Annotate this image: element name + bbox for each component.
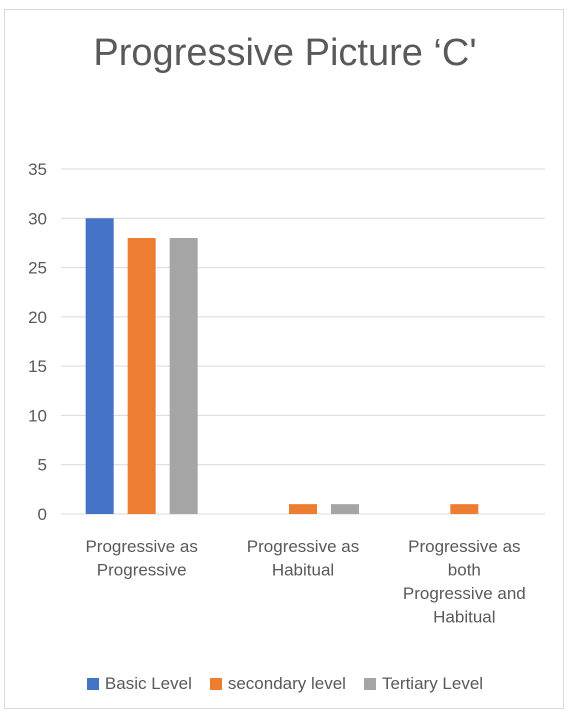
bar — [85, 218, 114, 515]
y-tick-label: 30 — [28, 209, 47, 228]
chart-legend: Basic Level secondary level Tertiary Level — [5, 674, 565, 694]
y-tick-label: 25 — [28, 259, 47, 278]
bar — [289, 504, 317, 514]
legend-item: Tertiary Level — [363, 674, 484, 694]
bar — [127, 238, 156, 514]
legend-swatch — [86, 678, 99, 690]
x-category-label: Progressive as Habitual — [247, 537, 359, 580]
legend-label: Tertiary Level — [381, 674, 484, 693]
y-tick-label: 0 — [38, 505, 47, 524]
y-tick-label: 5 — [38, 456, 47, 475]
legend-label: Basic Level — [104, 674, 192, 693]
bar — [450, 504, 479, 514]
y-tick-label: 35 — [28, 160, 47, 179]
x-category-label: Progressive as both Progressive and Habitua… — [403, 537, 526, 627]
y-tick-label: 10 — [28, 406, 47, 425]
x-category-label: Progressive as Progressive — [85, 537, 197, 580]
bar — [169, 238, 198, 514]
y-tick-label: 20 — [28, 308, 47, 327]
chart-title: Progressive Picture ‘C' — [93, 32, 477, 74]
chart-frame: Progressive Picture ‘C' 0 5 10 15 20 25 30 35 Pr… — [4, 9, 564, 709]
chart-plot: 0 5 10 15 20 25 30 35 Progressive as Progressive P… — [28, 160, 545, 627]
legend-item: Basic Level — [86, 674, 192, 694]
bar — [331, 504, 359, 514]
legend-label: secondary level — [227, 674, 346, 693]
y-tick-label: 15 — [28, 357, 47, 376]
legend-item: secondary level — [209, 674, 346, 694]
legend-swatch — [209, 678, 222, 690]
legend-swatch — [363, 678, 376, 690]
